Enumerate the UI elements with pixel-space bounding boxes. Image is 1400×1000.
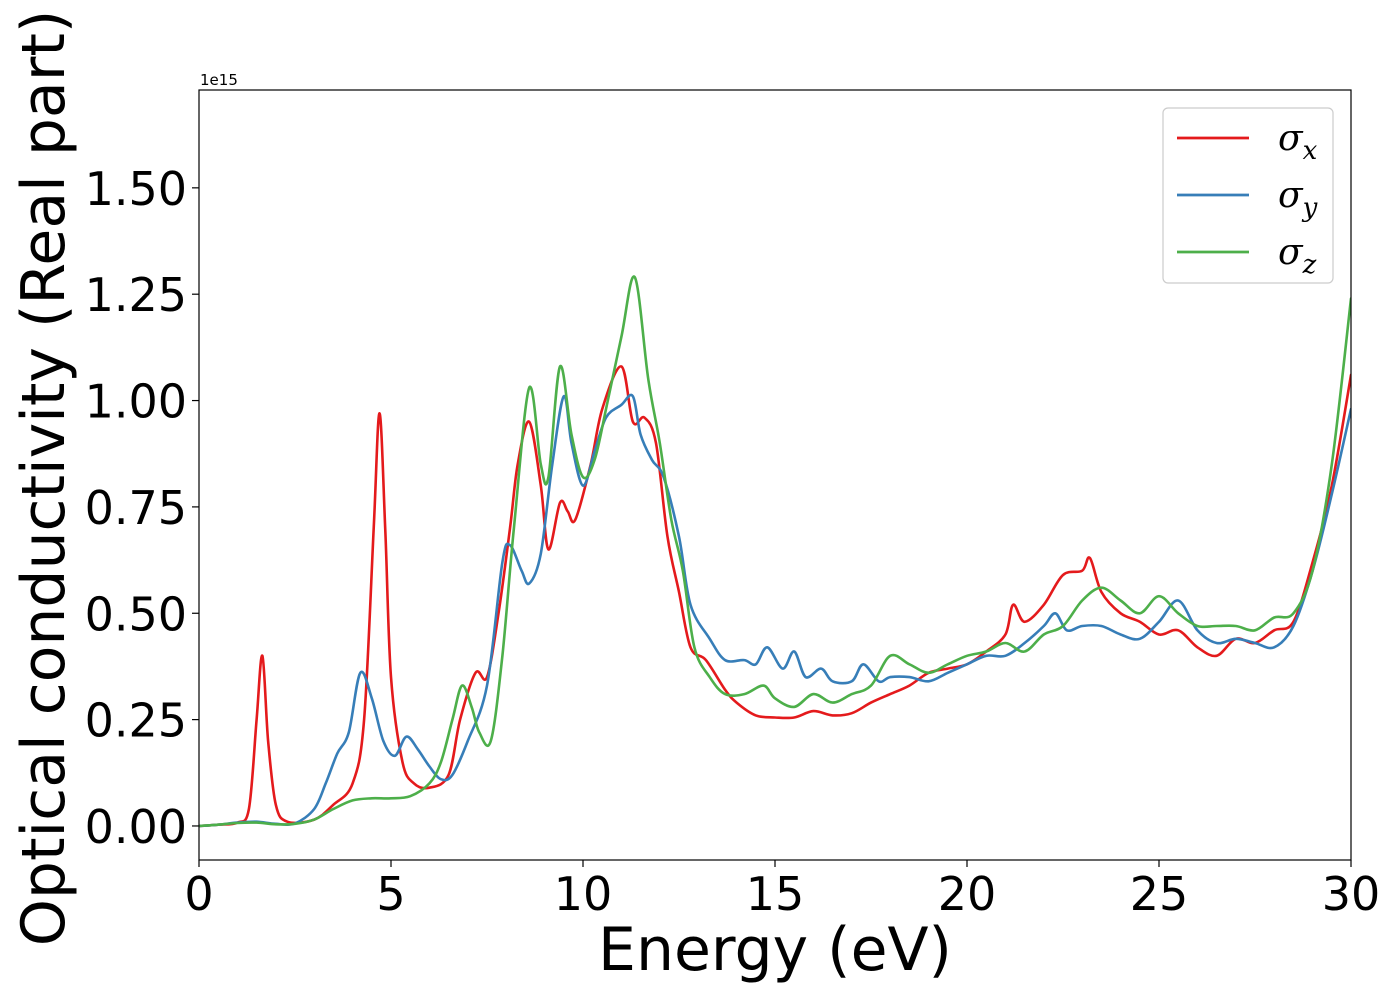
series-line-x bbox=[199, 365, 1351, 828]
x-tick-label: 10 bbox=[554, 867, 613, 921]
y-tick-label: 0.25 bbox=[85, 694, 187, 748]
y-tick-label: 0.50 bbox=[85, 587, 187, 641]
y-offset-label: 1e15 bbox=[200, 71, 238, 89]
series-layer bbox=[199, 275, 1351, 828]
x-tick-label: 30 bbox=[1322, 867, 1381, 921]
x-axis-label: Energy (eV) bbox=[598, 915, 952, 985]
y-axis-label: Optical conductivity (Real part) bbox=[9, 10, 79, 947]
x-tick-label: 5 bbox=[376, 867, 405, 921]
y-axis-ticks: 0.00 0.25 0.50 0.75 1.00 1.25 1.50 bbox=[85, 162, 199, 854]
y-tick-label: 0.75 bbox=[85, 481, 187, 535]
series-line-z bbox=[199, 275, 1351, 828]
y-tick-label: 1.25 bbox=[85, 268, 187, 322]
legend: σx σy σz bbox=[1162, 107, 1334, 284]
x-tick-label: 25 bbox=[1130, 867, 1189, 921]
legend-label-z: σz bbox=[1278, 232, 1317, 280]
x-tick-label: 20 bbox=[938, 867, 997, 921]
x-tick-label: 0 bbox=[184, 867, 213, 921]
x-tick-label: 15 bbox=[746, 867, 805, 921]
y-tick-label: 0.00 bbox=[85, 800, 187, 854]
legend-label-x: σx bbox=[1278, 118, 1318, 166]
series-line-y bbox=[199, 393, 1351, 828]
legend-label-y: σy bbox=[1278, 175, 1318, 223]
y-tick-label: 1.50 bbox=[85, 162, 187, 216]
y-tick-label: 1.00 bbox=[85, 375, 187, 429]
x-axis-ticks: 0 5 10 15 20 25 30 bbox=[184, 860, 1380, 921]
